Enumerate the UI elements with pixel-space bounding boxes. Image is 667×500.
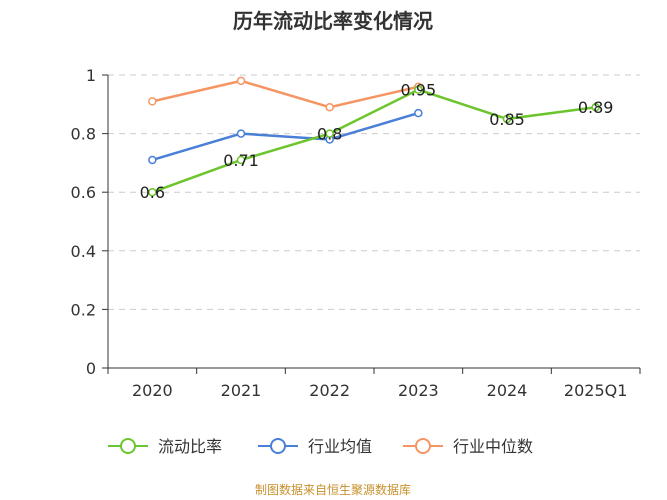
grid <box>108 74 640 310</box>
data-point <box>591 102 600 112</box>
data-point <box>502 114 512 124</box>
data-point <box>148 155 157 165</box>
data-point <box>414 108 423 118</box>
legend-label: 行业均值 <box>308 437 372 456</box>
legend-item-0[interactable]: 流动比率 <box>108 437 222 456</box>
series-line-0 <box>151 88 596 194</box>
data-point <box>236 76 246 86</box>
x-tick-label: 2024 <box>487 381 528 400</box>
legend-label: 行业中位数 <box>453 437 533 456</box>
data-point <box>325 102 334 112</box>
data-point <box>325 129 334 138</box>
series-line-2 <box>152 79 419 109</box>
series-layer <box>148 76 600 197</box>
data-point <box>236 155 246 165</box>
legend-swatch-marker <box>270 438 286 454</box>
x-tick-label: 2021 <box>221 381 262 400</box>
x-tick-label: 2025Q1 <box>564 381 628 400</box>
y-tick-label: 0.4 <box>71 242 96 261</box>
axes: 0 0.2 0.4 0.6 0.8 1 2020 2021 2022 2023 2024 2025Q1 <box>71 66 641 400</box>
legend-label: 流动比率 <box>158 437 222 456</box>
source-note: 制图数据来自恒生聚源数据库 <box>255 482 411 497</box>
y-tick-label: 0.8 <box>71 125 96 144</box>
data-label: 0.85 <box>489 110 525 129</box>
data-label: 0.8 <box>317 125 342 144</box>
legend-item-1[interactable]: 行业均值 <box>258 437 372 456</box>
data-label: 0.71 <box>223 151 259 170</box>
data-point <box>414 85 423 94</box>
y-tick-label: 1 <box>86 66 96 85</box>
data-labels: 0.6 0.71 0.8 0.95 0.85 0.89 <box>140 81 614 203</box>
data-point <box>236 129 246 138</box>
data-label: 0.89 <box>578 98 614 117</box>
data-label: 0.6 <box>140 183 165 202</box>
x-tick-label: 2022 <box>309 381 350 400</box>
y-tick-label: 0 <box>86 359 96 378</box>
x-tick-label: 2023 <box>398 381 439 400</box>
y-tick-label: 0.6 <box>71 183 96 202</box>
data-point <box>148 187 157 197</box>
legend-swatch-marker <box>120 438 136 454</box>
data-point <box>148 97 157 106</box>
legend: 流动比率 行业均值 行业中位数 <box>108 437 533 456</box>
chart-title: 历年流动比率变化情况 <box>233 9 433 33</box>
series-line-1 <box>151 111 419 162</box>
data-label: 0.95 <box>401 81 437 100</box>
x-tick-label: 2020 <box>132 381 173 400</box>
legend-item-2[interactable]: 行业中位数 <box>403 437 533 456</box>
y-tick-label: 0.2 <box>71 300 96 319</box>
legend-swatch-marker <box>415 438 431 454</box>
